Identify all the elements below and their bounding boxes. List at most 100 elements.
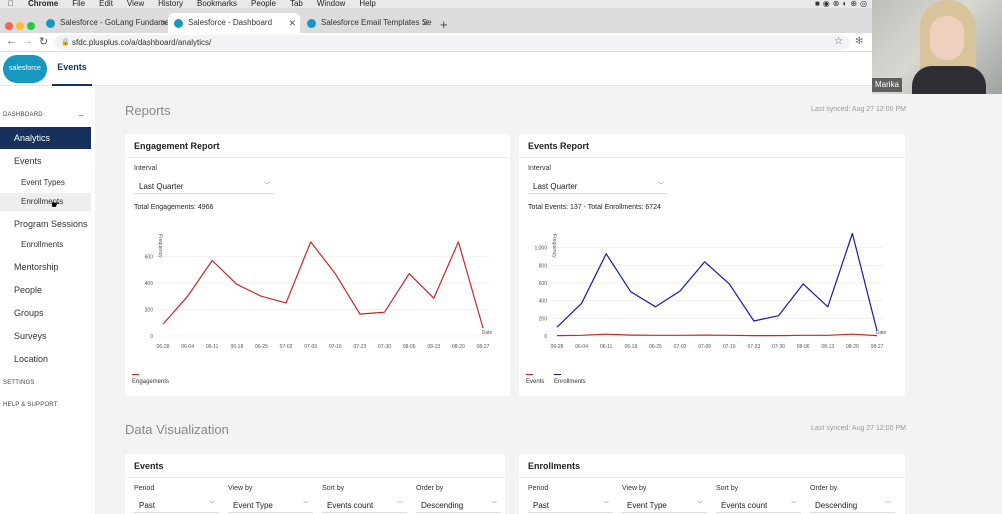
period-select[interactable]: Past ﹀ [528,498,613,513]
legend-item-events[interactable]: Events [526,374,544,385]
menu-file[interactable]: File [66,0,85,8]
minimize-window-icon[interactable] [16,22,24,30]
menu-people[interactable]: People [245,0,276,8]
menu-view[interactable]: View [120,0,144,8]
x-tick-label: 08-06 [403,344,416,350]
menu-bookmarks[interactable]: Bookmarks [191,0,237,8]
close-window-icon[interactable] [5,22,13,30]
salesforce-logo[interactable]: salesforce [3,55,47,83]
x-tick-label: 08-27 [871,344,884,350]
select-value: Past [139,501,156,510]
interval-select[interactable]: Last Quarter ﹀ [528,179,668,194]
menu-edit[interactable]: Edit [93,0,113,8]
legend-label: Enrollments [554,379,586,385]
select-value: Events count [327,501,374,510]
y-axis-label: Frequency [551,234,557,258]
y-tick-label: 400 [539,299,548,305]
apple-icon[interactable]:  [8,0,14,8]
collapse-icon[interactable]: – [79,111,84,120]
reload-icon[interactable]: ↻ [39,36,49,48]
order-by-label: Order by [810,485,838,492]
sidebar-item-people[interactable]: People [14,285,43,295]
x-tick-label: 06-28 [551,344,564,350]
select-value: Descending [815,501,858,510]
select-value: Descending [421,501,464,510]
chevron-down-icon: ﹀ [657,183,664,189]
y-tick-label: 600 [145,255,154,261]
section-label: DASHBOARD [3,112,43,118]
browser-tab-email-templates[interactable]: Salesforce Email Templates Se ✕ [301,13,433,33]
view-by-select[interactable]: Event Type ﹀ [622,498,707,513]
menu-tab[interactable]: Tab [283,0,303,8]
select-value: Last Quarter [139,182,184,191]
sidebar-item-event-enrollments[interactable]: Enrollments [0,193,91,211]
menu-help[interactable]: Help [353,0,375,8]
y-tick-label: 400 [145,281,154,287]
sidebar-section-settings[interactable]: SETTINGS [3,380,35,386]
divider [519,157,905,158]
url-text: sfdc.plusplus.co/a/dashboard/analytics/ [72,38,212,47]
y-tick-label: 600 [539,281,548,287]
interval-select[interactable]: Last Quarter ﹀ [134,179,274,194]
new-tab-icon[interactable]: + [440,17,448,32]
forward-icon[interactable]: → [22,35,33,47]
legend-item-engagements[interactable]: Engagements [132,374,169,385]
x-tick-label: 08-13 [821,344,834,350]
divider [125,157,510,158]
close-tab-icon[interactable]: ✕ [421,18,429,28]
order-by-select[interactable]: Descending ﹀ [810,498,895,513]
x-tick-label: 07-23 [354,344,367,350]
nav-events[interactable]: Events [52,52,92,86]
close-tab-icon[interactable]: ✕ [160,18,168,28]
sidebar-item-event-types[interactable]: Event Types [21,178,65,187]
browser-tab-dashboard[interactable]: Salesforce - Dashboard ✕ [168,13,300,33]
presenter-name: Marika [872,78,903,92]
close-tab-icon[interactable]: ✕ [288,18,296,28]
x-tick-label: 06-04 [575,344,588,350]
x-tick-label: 08-20 [452,344,465,350]
back-icon[interactable]: ← [6,35,17,47]
view-by-select[interactable]: Event Type ﹀ [228,498,313,513]
sidebar-section-help[interactable]: HELP & SUPPORT [3,402,58,408]
series-line-events[interactable] [556,333,878,337]
events-dataviz-card: Events Period Past ﹀ View by Event Type ﹀ … [125,454,505,514]
chevron-down-icon: ﹀ [302,502,309,508]
divider [125,477,505,478]
sidebar-section-dashboard[interactable]: DASHBOARD – [3,111,83,120]
webcam-overlay: Marika [872,0,1002,94]
sidebar-item-location[interactable]: Location [14,354,49,364]
menu-chrome[interactable]: Chrome [22,0,58,8]
sidebar-item-events[interactable]: Events [14,156,42,166]
period-select[interactable]: Past ﹀ [134,498,219,513]
sort-by-select[interactable]: Events count ﹀ [322,498,407,513]
x-tick-label: 07-02 [674,344,687,350]
x-tick-label: 07-30 [378,344,391,350]
card-title: Events [134,461,164,471]
card-title: Enrollments [528,461,581,471]
zoom-window-icon[interactable] [27,22,35,30]
card-title: Events Report [528,141,590,151]
reports-synced: Last synced: Aug 27 12:00 PM [811,106,906,113]
card-title: Engagement Report [134,141,220,151]
bookmark-star-icon[interactable]: ☆ [834,36,843,47]
browser-tabstrip: Salesforce - GoLang Fundame ✕ Salesforce… [0,8,1002,33]
browser-tab-golang[interactable]: Salesforce - GoLang Fundame ✕ [40,13,172,33]
series-line-engagements[interactable] [162,241,484,329]
sidebar-item-analytics[interactable]: Analytics [0,127,91,149]
series-line-enrollments[interactable] [556,232,878,331]
url-field[interactable]: 🔒 sfdc.plusplus.co/a/dashboard/analytics… [54,35,850,50]
chevron-down-icon: ﹀ [884,502,891,508]
x-tick-label: 06-28 [157,344,170,350]
order-by-select[interactable]: Descending ﹀ [416,498,501,513]
sidebar-item-mentorship[interactable]: Mentorship [14,262,59,272]
menu-window[interactable]: Window [310,0,345,8]
x-tick-label: 06-11 [600,344,613,350]
sort-by-select[interactable]: Events count ﹀ [716,498,801,513]
sidebar-item-program-sessions[interactable]: Program Sessions [14,219,88,229]
legend-item-enrollments[interactable]: Enrollments [554,374,586,385]
sidebar-item-session-enrollments[interactable]: Enrollments [21,240,64,249]
menu-history[interactable]: History [152,0,183,8]
sidebar-item-surveys[interactable]: Surveys [14,331,47,341]
sidebar-item-groups[interactable]: Groups [14,308,44,318]
extension-icon[interactable]: ✻ [855,36,864,47]
